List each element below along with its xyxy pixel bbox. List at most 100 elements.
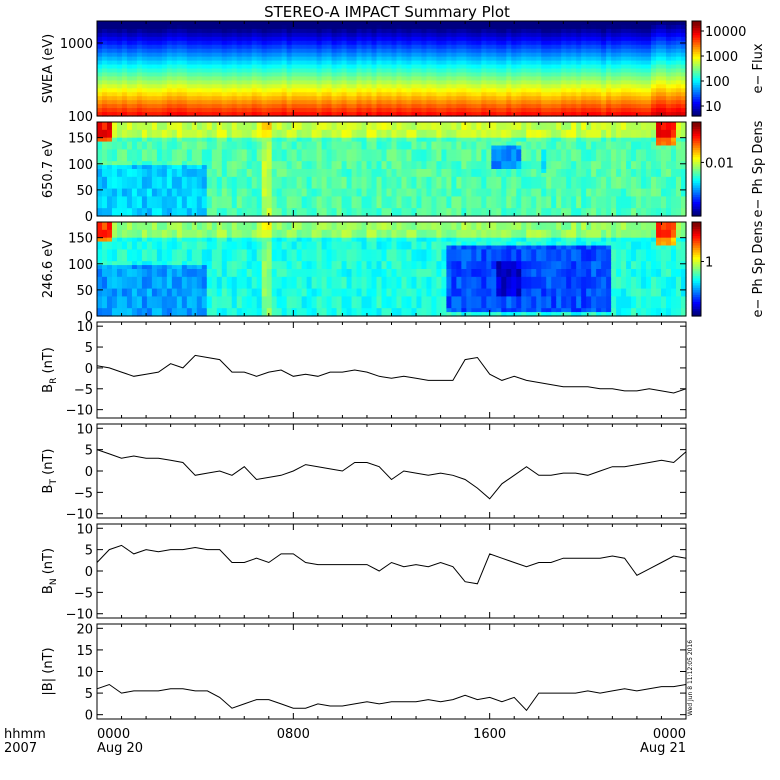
heatmap-cell <box>261 208 268 213</box>
heatmap-cell <box>426 196 433 201</box>
heatmap-cell <box>411 60 418 66</box>
heatmap-cell <box>526 137 532 143</box>
heatmap-cell <box>191 129 198 135</box>
heatmap-cell <box>461 180 467 186</box>
heatmap-cell <box>301 149 308 154</box>
heatmap-cell <box>106 108 113 113</box>
heatmap-cell <box>511 72 517 78</box>
heatmap-cell <box>126 184 133 190</box>
heatmap-cell <box>146 112 153 117</box>
heatmap-cell <box>101 165 108 170</box>
heatmap-cell <box>516 68 522 74</box>
heatmap-cell <box>186 161 193 166</box>
heatmap-cell <box>276 68 283 74</box>
heatmap-cell <box>146 192 153 198</box>
heatmap-cell <box>536 40 542 46</box>
heatmap-cell <box>141 112 148 117</box>
heatmap-cell <box>171 56 178 62</box>
heatmap-cell <box>416 176 423 182</box>
heatmap-cell <box>346 60 353 66</box>
heatmap-cell <box>146 145 153 151</box>
heatmap-cell <box>436 196 443 201</box>
heatmap-cell <box>581 104 587 109</box>
heatmap-cell <box>391 184 398 190</box>
heatmap-cell <box>146 122 153 127</box>
heatmap-cell <box>101 153 108 158</box>
heatmap-cell <box>381 172 388 178</box>
heatmap-cell <box>336 28 343 34</box>
heatmap-cell <box>166 153 173 158</box>
heatmap-cell <box>146 21 153 26</box>
heatmap-cell <box>136 180 143 186</box>
heatmap-cell <box>366 92 373 97</box>
heatmap-cell <box>431 48 438 54</box>
heatmap-cell <box>281 122 288 127</box>
heatmap-cell <box>511 192 517 198</box>
heatmap-cell <box>396 204 403 209</box>
heatmap-cell <box>366 141 373 147</box>
heatmap-cell <box>186 76 193 81</box>
heatmap-cell <box>321 153 328 158</box>
heatmap-cell <box>436 176 443 182</box>
heatmap-cell <box>351 176 358 182</box>
heatmap-cell <box>266 36 273 42</box>
heatmap-cell <box>116 169 123 174</box>
heatmap-cell <box>296 40 303 46</box>
heatmap-cell <box>151 24 158 30</box>
heatmap-cell <box>271 125 278 131</box>
heatmap-cell <box>626 112 632 117</box>
heatmap-cell <box>236 64 243 70</box>
heatmap-cell <box>486 149 492 154</box>
heatmap-cell <box>286 40 293 46</box>
heatmap-cell <box>551 80 557 85</box>
heatmap-cell <box>311 184 318 190</box>
heatmap-cell <box>256 72 263 78</box>
heatmap-cell <box>306 145 313 151</box>
heatmap-cell <box>646 40 652 46</box>
heatmap-cell <box>276 56 283 62</box>
heatmap-cell <box>346 172 353 178</box>
heatmap-cell <box>396 48 403 54</box>
heatmap-cell <box>201 92 208 97</box>
heatmap-cell <box>351 192 358 198</box>
heatmap-cell <box>611 36 617 42</box>
heatmap-cell <box>556 112 562 117</box>
heatmap-cell <box>191 161 198 166</box>
heatmap-cell <box>266 32 273 38</box>
heatmap-cell <box>111 192 118 198</box>
heatmap-cell <box>121 72 128 78</box>
heatmap-cell <box>561 96 567 101</box>
heatmap-cell <box>176 48 183 54</box>
heatmap-cell <box>251 112 258 117</box>
heatmap-cell <box>136 133 143 139</box>
heatmap-cell <box>446 157 452 162</box>
heatmap-cell <box>461 169 467 174</box>
heatmap-cell <box>156 149 163 154</box>
heatmap-cell <box>651 64 657 70</box>
heatmap-cell <box>461 196 467 201</box>
heatmap-cell <box>516 176 522 182</box>
heatmap-cell <box>671 56 677 62</box>
heatmap-cell <box>311 104 318 109</box>
heatmap-cell <box>166 104 173 109</box>
heatmap-cell <box>346 180 353 186</box>
heatmap-cell <box>116 92 123 97</box>
heatmap-cell <box>126 204 133 209</box>
heatmap-cell <box>201 48 208 54</box>
heatmap-cell <box>526 172 532 178</box>
heatmap-cell <box>546 24 552 30</box>
heatmap-cell <box>306 72 313 78</box>
heatmap-cell <box>606 24 612 30</box>
heatmap-cell <box>456 212 462 217</box>
heatmap-cell <box>466 21 472 26</box>
heatmap-cell <box>316 196 323 201</box>
heatmap-cell <box>511 96 517 101</box>
heatmap-cell <box>171 84 178 89</box>
heatmap-cell <box>546 88 552 93</box>
heatmap-cell <box>116 112 123 117</box>
heatmap-cell <box>296 125 303 131</box>
heatmap-cell <box>636 104 642 109</box>
heatmap-cell <box>456 40 462 46</box>
heatmap-cell <box>246 24 253 30</box>
heatmap-cell <box>466 32 472 38</box>
